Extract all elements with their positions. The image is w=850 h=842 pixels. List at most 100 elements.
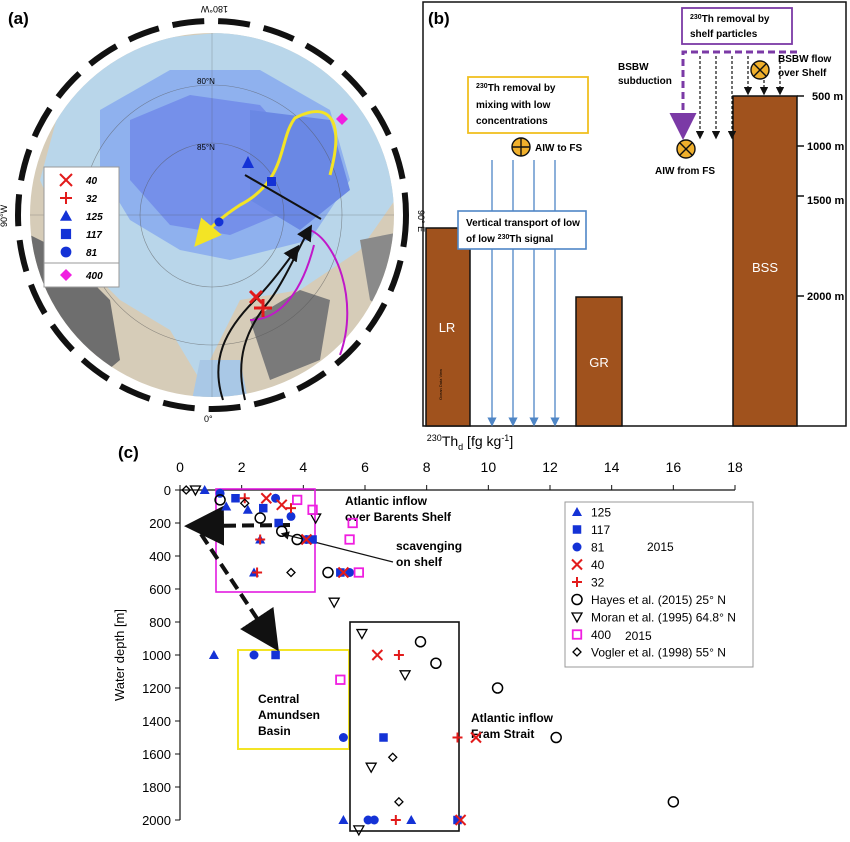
lon-90e-label: 90° E (416, 210, 426, 232)
data-point-series-1 (271, 650, 280, 660)
data-point-series-6 (355, 628, 369, 640)
legend-marker-6 (570, 612, 584, 624)
x-tick-label: 6 (361, 459, 369, 475)
bsbw-flow-2: over Shelf (778, 68, 827, 79)
vertical-transport-text-2: of low 230Th signal (466, 234, 553, 245)
data-point-series-1 (259, 503, 268, 513)
data-point-series-3 (337, 566, 350, 579)
ridge-bss (732, 95, 798, 427)
data-point-series-3 (454, 814, 467, 826)
bsbw-subduction-1: BSBW (618, 62, 649, 73)
data-point-series-0 (242, 504, 253, 514)
data-point-series-7 (335, 674, 346, 685)
x-tick-label: 10 (481, 459, 497, 475)
data-point-series-4 (255, 534, 266, 545)
atlantic-current-2 (240, 224, 313, 401)
data-point-series-7 (347, 517, 358, 529)
data-point-series-5 (214, 494, 226, 506)
data-point-series-1 (379, 733, 388, 742)
data-point-series-8 (286, 567, 296, 578)
lat-80-label: 80°N (197, 77, 215, 86)
vertical-transport-box (457, 210, 587, 250)
data-point-series-0 (221, 501, 232, 511)
depth-500: 500 m (812, 91, 843, 103)
x-axis-label: 230Thd [fg kg-1] (427, 433, 513, 452)
data-point-series-5 (667, 796, 680, 808)
bsbw-flow-1: BSBW flow (778, 54, 832, 65)
scavenging-2: on shelf (396, 555, 443, 569)
map-legend-117-label: 117 (86, 230, 102, 241)
fram-2: Fram Strait (471, 727, 534, 741)
mixing-text-2: mixing with low (476, 100, 551, 111)
data-point-series-0 (208, 650, 219, 659)
shelf-particles-box (681, 7, 793, 45)
data-point-series-1 (336, 568, 345, 577)
data-point-series-2 (363, 815, 373, 825)
data-point-series-4 (452, 732, 463, 743)
data-point-series-0 (199, 485, 210, 494)
map-legend-125-label: 125 (86, 212, 103, 223)
y-tick-label: 0 (164, 483, 171, 498)
depth-1000: 1000 m (807, 141, 845, 153)
y-tick-label: 1000 (142, 648, 171, 663)
aiw-from-fs-label: AIW from FS (655, 166, 715, 177)
y-ticks: 0 200 400 600 800 1000 1200 1400 1600 1800 2000 (142, 483, 180, 828)
shelf-dashed-arrows (695, 56, 785, 140)
data-point-series-1 (231, 494, 240, 503)
x-tick-label: 2 (238, 459, 246, 475)
data-point-series-6 (352, 825, 365, 837)
data-point-series-7 (292, 494, 303, 506)
y-tick-label: 1400 (142, 714, 171, 729)
depth-1500: 1500 m (807, 195, 845, 207)
x-tick-label: 0 (176, 459, 184, 475)
data-point-series-3 (470, 731, 482, 744)
x-tick-label: 12 (542, 459, 558, 475)
data-point-series-4 (239, 493, 250, 504)
scavenging-arrow (280, 531, 394, 563)
legend-marker-2 (572, 542, 582, 552)
vertical-transport-arrows (487, 160, 560, 427)
ridge-bss-label: BSS (752, 260, 778, 275)
legend-label-0: 125 (591, 506, 611, 520)
data-point-series-6 (328, 597, 341, 609)
data-point-series-4 (286, 503, 296, 514)
data-point-series-8 (387, 752, 398, 763)
panel-a-map: (a) 180°W 80°N 85°N 90° E 90°W 0° (0, 4, 426, 424)
map-legend-117-marker (60, 228, 72, 240)
data-point-series-5 (491, 682, 504, 694)
ridge-gr (575, 296, 623, 427)
station-40-marker (248, 289, 264, 305)
fram-1: Atlantic inflow (471, 711, 554, 725)
map-legend-81-marker (60, 246, 72, 258)
data-point-series-7 (344, 534, 355, 545)
legend-label-1: 117 (591, 523, 610, 537)
magenta-current (249, 244, 315, 321)
data-point-series-1 (274, 518, 283, 528)
mixing-box (467, 76, 589, 134)
map-legend-32-label: 32 (86, 194, 98, 205)
scatter-points (181, 485, 680, 837)
atlantic-barents-2: over Barents Shelf (345, 510, 452, 524)
data-point-series-1 (308, 535, 317, 544)
odv-watermark: Ocean Data View (438, 369, 443, 400)
atlantic-barents-1: Atlantic inflow (345, 494, 428, 508)
amundsen-dashed-arrow (199, 532, 279, 652)
station-81-marker (214, 217, 224, 227)
data-point-series-7 (353, 567, 364, 578)
data-point-series-3 (371, 649, 384, 661)
data-point-series-2 (249, 650, 259, 660)
data-point-series-3 (300, 533, 313, 546)
data-point-series-2 (338, 733, 348, 742)
data-point-series-8 (393, 796, 404, 807)
ridge-gr-label: GR (589, 355, 609, 370)
panel-c-label: (c) (118, 443, 139, 462)
yellow-current (194, 110, 338, 247)
depth-ticks (797, 95, 804, 297)
data-point-series-5 (291, 533, 303, 546)
amundsen-3: Basin (258, 724, 291, 738)
legend-label-7: 400 (591, 628, 611, 642)
legend-marker-4 (572, 577, 582, 587)
ridge-lr (425, 227, 471, 427)
panel-b-schematic: (b) LR GR BSS 500 m 1000 m 1500 m 2000 m… (422, 1, 847, 427)
data-point-series-8 (181, 485, 192, 495)
